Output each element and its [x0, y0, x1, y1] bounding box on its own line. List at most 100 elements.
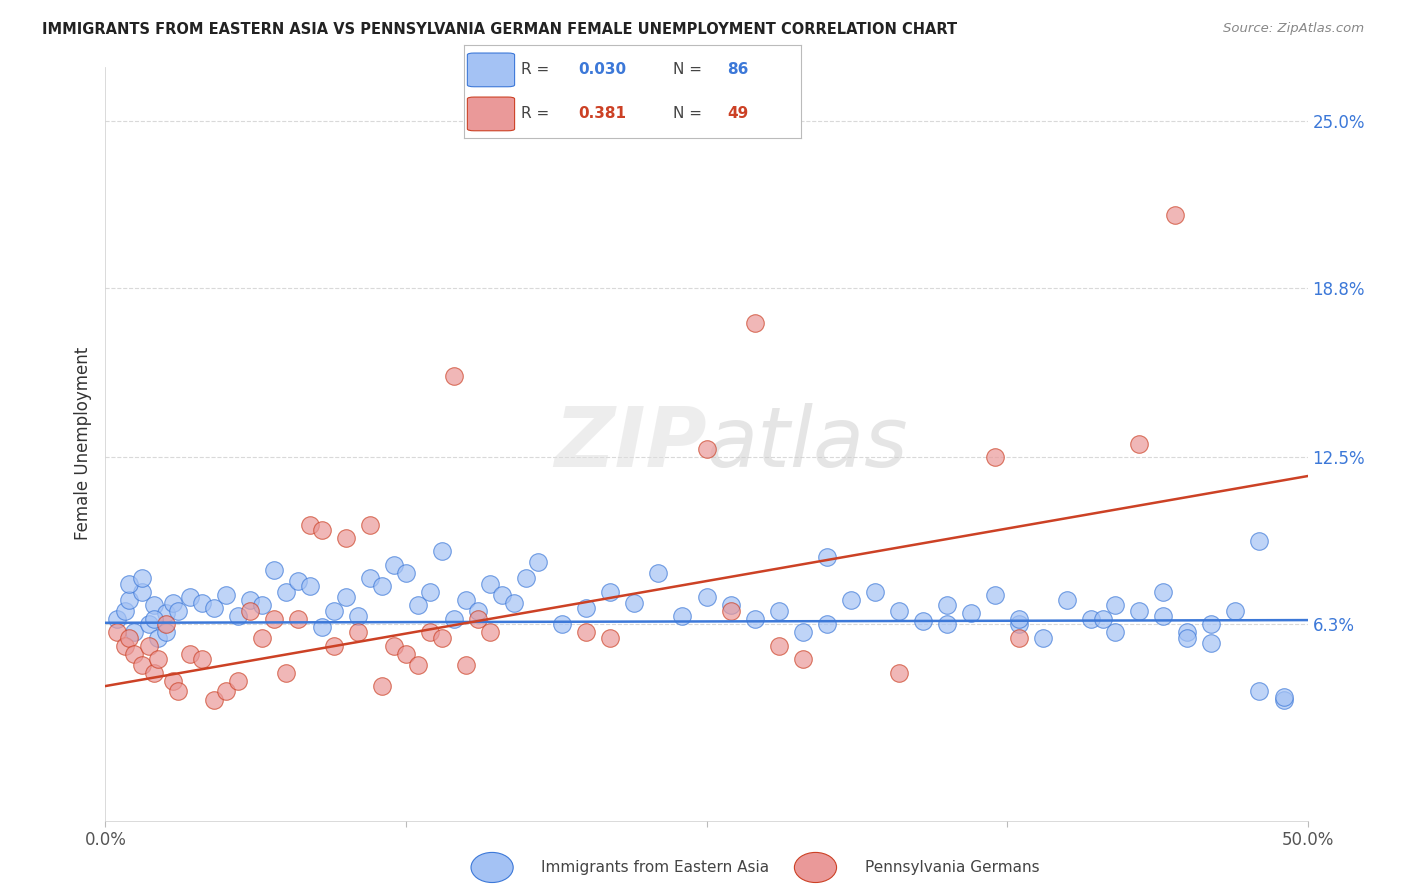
Point [1092, 612, 1115, 626]
Point [322, 639, 344, 653]
Point [131, 657, 153, 672]
Point [274, 584, 297, 599]
Point [1152, 609, 1174, 624]
Point [1152, 584, 1174, 599]
Point [744, 316, 766, 330]
Point [599, 584, 621, 599]
Point [138, 617, 160, 632]
Point [792, 652, 814, 666]
Point [1080, 612, 1102, 626]
Point [551, 617, 574, 632]
FancyBboxPatch shape [467, 53, 515, 87]
Text: 0.030: 0.030 [579, 62, 627, 78]
Point [671, 609, 693, 624]
Point [239, 604, 262, 618]
Point [419, 625, 441, 640]
Point [179, 591, 201, 605]
Point [984, 450, 1007, 465]
Point [599, 631, 621, 645]
Point [138, 639, 160, 653]
Point [311, 523, 333, 537]
Text: 0.381: 0.381 [579, 106, 627, 121]
Point [1008, 617, 1031, 632]
Point [114, 639, 136, 653]
Point [239, 593, 262, 607]
Point [1128, 437, 1150, 451]
Point [1201, 617, 1223, 632]
Text: Pennsylvania Germans: Pennsylvania Germans [865, 860, 1039, 874]
Point [155, 607, 177, 621]
Point [263, 563, 285, 577]
Point [1272, 690, 1295, 704]
Point [887, 665, 910, 680]
Point [1008, 612, 1031, 626]
Point [226, 673, 249, 688]
Point [911, 615, 934, 629]
Text: Immigrants from Eastern Asia: Immigrants from Eastern Asia [541, 860, 769, 874]
Point [720, 599, 742, 613]
Text: N =: N = [673, 62, 702, 78]
Point [214, 684, 236, 698]
Point [202, 692, 225, 706]
Point [287, 612, 309, 626]
Point [419, 584, 441, 599]
Point [263, 612, 285, 626]
Point [1201, 636, 1223, 650]
Point [454, 593, 477, 607]
Text: IMMIGRANTS FROM EASTERN ASIA VS PENNSYLVANIA GERMAN FEMALE UNEMPLOYMENT CORRELAT: IMMIGRANTS FROM EASTERN ASIA VS PENNSYLV… [42, 22, 957, 37]
Point [107, 625, 129, 640]
Point [744, 612, 766, 626]
Point [335, 591, 357, 605]
Point [148, 631, 170, 645]
Point [114, 604, 136, 618]
Text: N =: N = [673, 106, 702, 121]
Point [430, 544, 453, 558]
Point [118, 576, 141, 591]
Text: atlas: atlas [707, 403, 908, 484]
Text: 49: 49 [727, 106, 748, 121]
Point [311, 620, 333, 634]
Point [142, 665, 165, 680]
Point [124, 647, 146, 661]
Point [118, 593, 141, 607]
Point [1272, 692, 1295, 706]
Point [142, 612, 165, 626]
Point [430, 631, 453, 645]
Point [190, 652, 212, 666]
Point [250, 599, 273, 613]
Point [1128, 604, 1150, 618]
Point [1249, 684, 1271, 698]
Point [575, 625, 598, 640]
Point [166, 604, 188, 618]
Point [347, 625, 370, 640]
Point [287, 574, 309, 588]
Point [214, 588, 236, 602]
Point [1056, 593, 1078, 607]
Point [936, 617, 959, 632]
Point [124, 625, 146, 640]
Point [443, 369, 465, 384]
Text: ZIP: ZIP [554, 403, 707, 484]
Point [863, 584, 886, 599]
Point [359, 517, 381, 532]
Point [984, 588, 1007, 602]
Point [960, 607, 983, 621]
Point [454, 657, 477, 672]
Point [720, 604, 742, 618]
Point [359, 571, 381, 585]
Point [155, 617, 177, 632]
Point [696, 442, 718, 457]
Point [815, 617, 838, 632]
Point [815, 549, 838, 564]
Point [1104, 599, 1126, 613]
Point [371, 579, 394, 593]
Point [527, 555, 550, 569]
Point [1032, 631, 1054, 645]
FancyBboxPatch shape [467, 97, 515, 131]
Point [768, 604, 790, 618]
Point [166, 684, 188, 698]
Point [443, 612, 465, 626]
Point [1175, 625, 1198, 640]
Point [226, 609, 249, 624]
Point [322, 604, 344, 618]
